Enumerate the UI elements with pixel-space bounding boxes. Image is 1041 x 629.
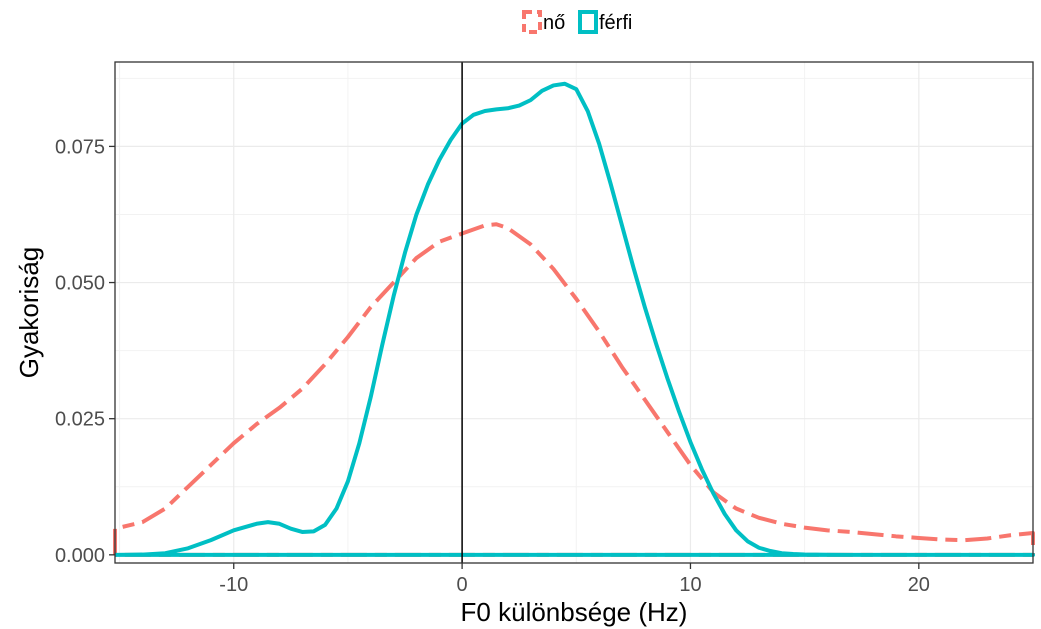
legend-label-ferfi: férfi [599, 12, 632, 34]
panel-border [114, 61, 1034, 564]
legend-label-no: nő [543, 12, 565, 34]
x-tick-label: -10 [219, 574, 248, 596]
series-line-no [113, 222, 1035, 557]
y-tick-label: 0.075 [55, 136, 105, 158]
panel-background [115, 62, 1033, 563]
legend-key-no [522, 10, 542, 34]
x-tick-label: 10 [679, 574, 701, 596]
legend-key-ferfi [578, 10, 598, 34]
x-axis-title: F0 különbsége (Hz) [461, 597, 688, 627]
y-axis: 0.000 0.025 0.050 0.075 [55, 136, 115, 567]
plot-panel [113, 61, 1035, 564]
x-tick-label: 20 [908, 574, 930, 596]
y-tick-label: 0.025 [55, 409, 105, 431]
legend: nő férfi [522, 10, 632, 34]
y-tick-label: 0.050 [55, 273, 105, 295]
series-line-ferfi [114, 81, 1035, 557]
y-axis-title: Gyakoriság [14, 247, 44, 379]
x-axis: -10 0 10 20 [219, 563, 930, 596]
y-tick-label: 0.000 [55, 545, 105, 567]
x-tick-label: 0 [457, 574, 468, 596]
